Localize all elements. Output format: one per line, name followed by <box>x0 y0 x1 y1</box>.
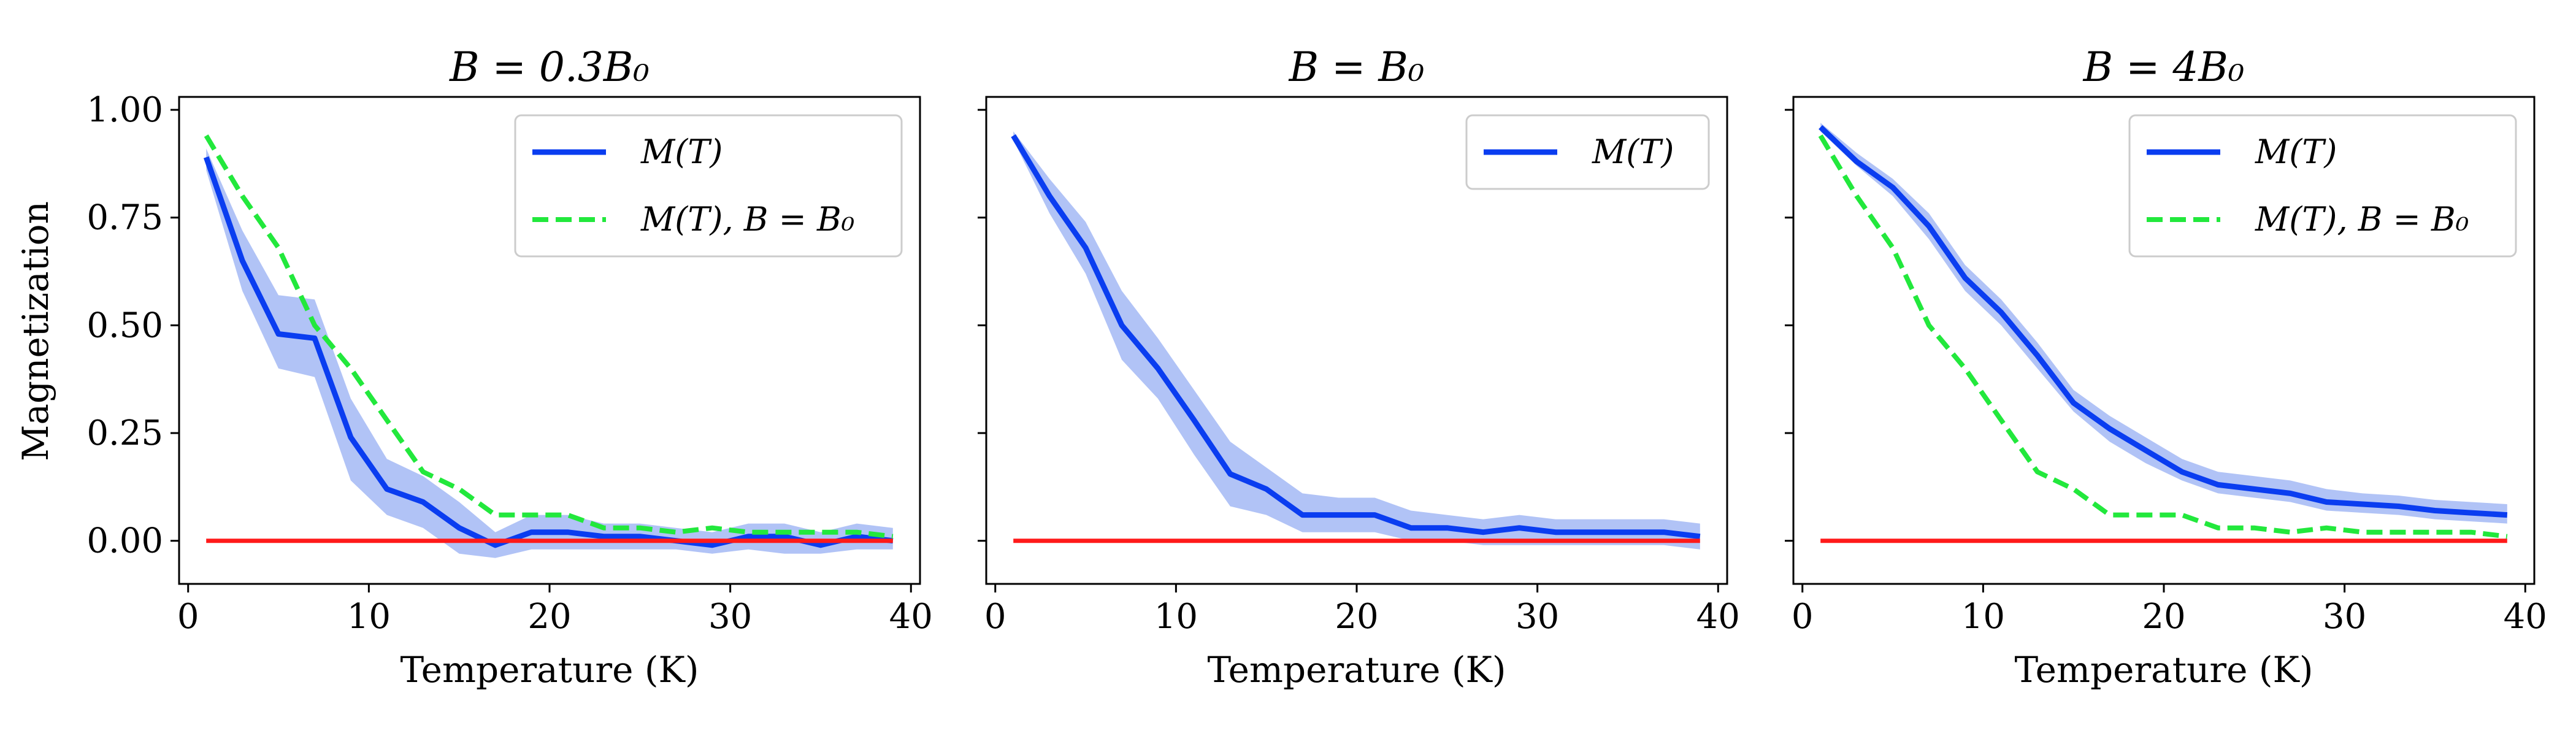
reference-line-b0 <box>1818 134 2508 539</box>
legend-label: M(T), B = B₀ <box>2255 200 2469 239</box>
legend: M(T) M(T), B = B₀ <box>2128 114 2517 258</box>
magnetization-line <box>1819 125 2508 518</box>
y-tick-label: 0.25 <box>86 413 163 453</box>
uncertainty-band <box>1013 131 1700 550</box>
magnetization-line <box>203 156 894 548</box>
legend-box <box>514 114 903 258</box>
x-axis-label: Temperature (K) <box>2015 649 2313 691</box>
legend-label: M(T), B = B₀ <box>640 200 854 239</box>
legend: M(T) <box>1465 114 1710 190</box>
chart-panel-2: B = B₀ 0 10 20 30 40 Temperature (K) M(T) <box>978 44 1740 691</box>
uncertainty-band <box>206 148 893 558</box>
x-axis-label: Temperature (K) <box>1208 649 1506 691</box>
legend-label: M(T) <box>1592 132 1674 171</box>
chart-panel-3: B = 4B₀ 0 10 20 30 40 Temperature (K) M(T) M(T),… <box>1785 44 2547 691</box>
legend-label: M(T) <box>640 132 723 171</box>
x-tick-label: 10 <box>347 597 391 637</box>
x-tick-label: 10 <box>1961 597 2005 637</box>
x-tick-label: 40 <box>1696 597 1740 637</box>
panel-title: B = B₀ <box>1289 44 1425 91</box>
x-tick-label: 30 <box>2323 597 2366 637</box>
x-tick-label: 30 <box>708 597 752 637</box>
x-tick-label: 40 <box>889 597 933 637</box>
y-tick-label: 1.00 <box>86 90 163 130</box>
y-axis-label: Magnetization <box>15 201 56 461</box>
reference-line-b0 <box>204 134 894 539</box>
panels: B = 0.3B₀ 0 10 20 30 40 0.00 0.25 0.50 0.75 1.00 Te… <box>86 44 2547 691</box>
x-tick-label: 0 <box>984 597 1006 637</box>
x-tick-label: 20 <box>2142 597 2185 637</box>
panel-title: B = 0.3B₀ <box>449 44 650 91</box>
x-tick-label: 10 <box>1154 597 1198 637</box>
x-tick-label: 0 <box>177 597 199 637</box>
x-tick-label: 40 <box>2504 597 2547 637</box>
magnetization-line <box>1011 134 1701 540</box>
y-tick-label: 0.50 <box>86 305 163 345</box>
x-tick-label: 20 <box>527 597 571 637</box>
x-tick-label: 30 <box>1516 597 1559 637</box>
legend-label: M(T) <box>2255 132 2337 171</box>
x-tick-label: 0 <box>1792 597 1814 637</box>
x-axis-label: Temperature (K) <box>401 649 699 691</box>
legend-box <box>2128 114 2517 258</box>
x-tick-label: 20 <box>1335 597 1378 637</box>
y-tick-label: 0.75 <box>86 198 163 238</box>
legend-box <box>1465 114 1710 190</box>
chart-panel-1: B = 0.3B₀ 0 10 20 30 40 0.00 0.25 0.50 0.75 1.00 Te… <box>86 44 933 691</box>
panel-title: B = 4B₀ <box>2083 44 2245 91</box>
y-tick-label: 0.00 <box>86 521 163 561</box>
legend: M(T) M(T), B = B₀ <box>514 114 903 258</box>
